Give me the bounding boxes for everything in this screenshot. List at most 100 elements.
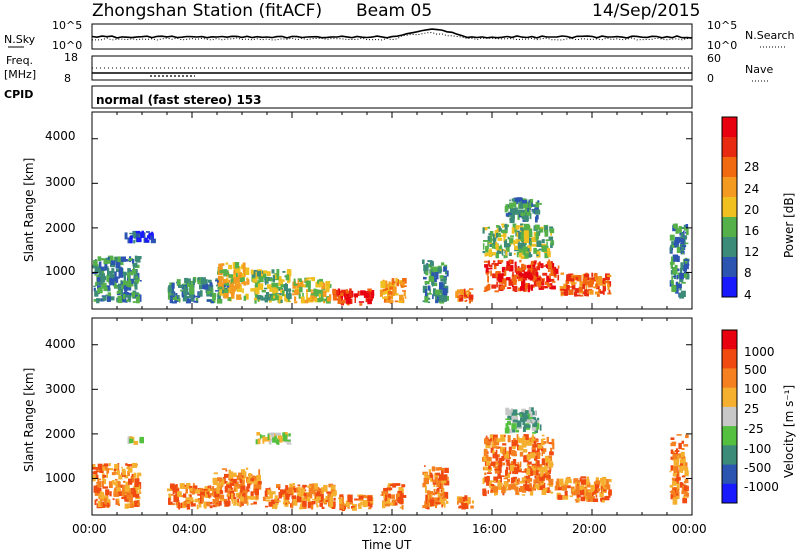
heatmap-cell bbox=[560, 288, 566, 291]
heatmap-cell bbox=[540, 470, 544, 478]
heatmap-cell bbox=[516, 480, 519, 486]
heatmap-cell bbox=[536, 240, 542, 247]
heatmap-cell bbox=[489, 434, 496, 441]
heatmap-cell bbox=[495, 253, 499, 259]
heatmap-cell bbox=[551, 438, 555, 446]
heatmap-cell bbox=[349, 288, 352, 296]
heatmap-cell bbox=[486, 273, 489, 276]
heatmap-cell bbox=[518, 246, 524, 253]
heatmap-cell bbox=[423, 473, 428, 477]
heatmap-cell bbox=[271, 269, 275, 274]
heatmap-cell bbox=[546, 487, 550, 493]
heatmap-cell bbox=[568, 273, 574, 281]
heatmap-cell bbox=[266, 496, 271, 500]
heatmap-cell bbox=[428, 469, 432, 475]
heatmap-cell bbox=[500, 244, 502, 247]
heatmap-cell bbox=[210, 501, 213, 505]
heatmap-cell bbox=[217, 477, 223, 482]
heatmap-cell bbox=[204, 487, 207, 495]
heatmap-cell bbox=[541, 265, 546, 267]
heatmap-cell bbox=[242, 493, 244, 497]
heatmap-cell bbox=[534, 260, 537, 263]
heatmap-cell bbox=[606, 274, 612, 277]
heatmap-cell bbox=[681, 235, 688, 240]
heatmap-cell bbox=[190, 280, 195, 284]
heatmap-cell bbox=[496, 251, 500, 254]
heatmap-cell bbox=[282, 290, 285, 297]
heatmap-cell bbox=[487, 267, 493, 270]
heatmap-cell bbox=[125, 475, 129, 478]
heatmap-cell bbox=[224, 500, 230, 507]
heatmap-cell bbox=[311, 504, 314, 510]
heatmap-cell bbox=[427, 260, 432, 263]
heatmap-cell bbox=[129, 236, 133, 244]
heatmap-cell bbox=[496, 446, 502, 449]
heatmap-cell bbox=[532, 419, 538, 427]
heatmap-cell bbox=[117, 481, 121, 488]
heatmap-cell bbox=[510, 483, 516, 490]
heatmap-cell bbox=[203, 501, 206, 508]
heatmap-cell bbox=[536, 254, 539, 257]
heatmap-cell bbox=[108, 481, 113, 488]
heatmap-cell bbox=[283, 284, 288, 292]
heatmap-cell bbox=[229, 482, 232, 491]
heatmap-cell bbox=[401, 285, 405, 288]
heatmap-cell bbox=[361, 494, 367, 498]
heatmap-cell bbox=[340, 302, 345, 306]
heatmap-cell bbox=[534, 484, 540, 489]
heatmap-cell bbox=[240, 469, 246, 474]
heatmap-cell bbox=[253, 297, 258, 301]
heatmap-cell bbox=[484, 472, 487, 475]
heatmap-cell bbox=[319, 281, 323, 287]
heatmap-cell bbox=[294, 296, 297, 301]
heatmap-cell bbox=[568, 286, 573, 288]
heatmap-cell bbox=[685, 462, 688, 467]
heatmap-cell bbox=[510, 235, 514, 238]
heatmap-cell bbox=[576, 275, 582, 282]
heatmap-cell bbox=[217, 294, 221, 301]
heatmap-cell bbox=[438, 484, 443, 489]
heatmap-cell bbox=[514, 413, 520, 415]
x-tick-0800: 08:00 bbox=[272, 522, 307, 536]
heatmap-cell bbox=[427, 301, 431, 304]
heatmap-cell bbox=[186, 282, 191, 287]
heatmap-cell bbox=[358, 301, 365, 303]
heatmap-cell bbox=[122, 470, 126, 476]
heatmap-cell bbox=[543, 464, 546, 467]
heatmap-cell bbox=[497, 483, 503, 490]
heatmap-cell bbox=[347, 302, 350, 306]
heatmap-cell bbox=[119, 475, 122, 479]
heatmap-cell bbox=[522, 264, 526, 270]
heatmap-cell bbox=[422, 300, 425, 303]
heatmap-cell bbox=[92, 264, 97, 269]
heatmap-cell bbox=[307, 300, 314, 303]
heatmap-cell bbox=[506, 265, 511, 270]
heatmap-cell bbox=[502, 462, 506, 466]
heatmap-cell bbox=[316, 499, 318, 506]
heatmap-cell bbox=[435, 472, 441, 476]
heatmap-cell bbox=[463, 288, 466, 297]
heatmap-cell bbox=[496, 232, 501, 238]
heatmap-cell bbox=[245, 467, 249, 470]
heatmap-cell bbox=[507, 428, 513, 434]
heatmap-cell bbox=[499, 234, 505, 237]
heatmap-cell bbox=[116, 293, 121, 296]
heatmap-cell bbox=[541, 434, 545, 437]
beam-label: Beam 05 bbox=[356, 1, 432, 21]
heatmap-cell bbox=[401, 484, 406, 488]
heatmap-cell bbox=[369, 296, 373, 301]
heatmap-cell bbox=[539, 228, 543, 233]
heatmap-cell bbox=[120, 256, 126, 262]
heatmap-cell bbox=[310, 502, 314, 505]
heatmap-cell bbox=[349, 298, 353, 304]
heatmap-cell bbox=[531, 487, 535, 491]
heatmap-cell bbox=[488, 250, 493, 258]
heatmap-cell bbox=[515, 414, 518, 418]
heatmap-cell bbox=[124, 485, 130, 492]
heatmap-cell bbox=[275, 295, 279, 301]
heatmap-cell bbox=[684, 242, 689, 245]
heatmap-cell bbox=[327, 297, 331, 302]
heatmap-cell bbox=[181, 291, 184, 297]
heatmap-cell bbox=[276, 269, 280, 277]
heatmap-cell bbox=[241, 273, 244, 279]
